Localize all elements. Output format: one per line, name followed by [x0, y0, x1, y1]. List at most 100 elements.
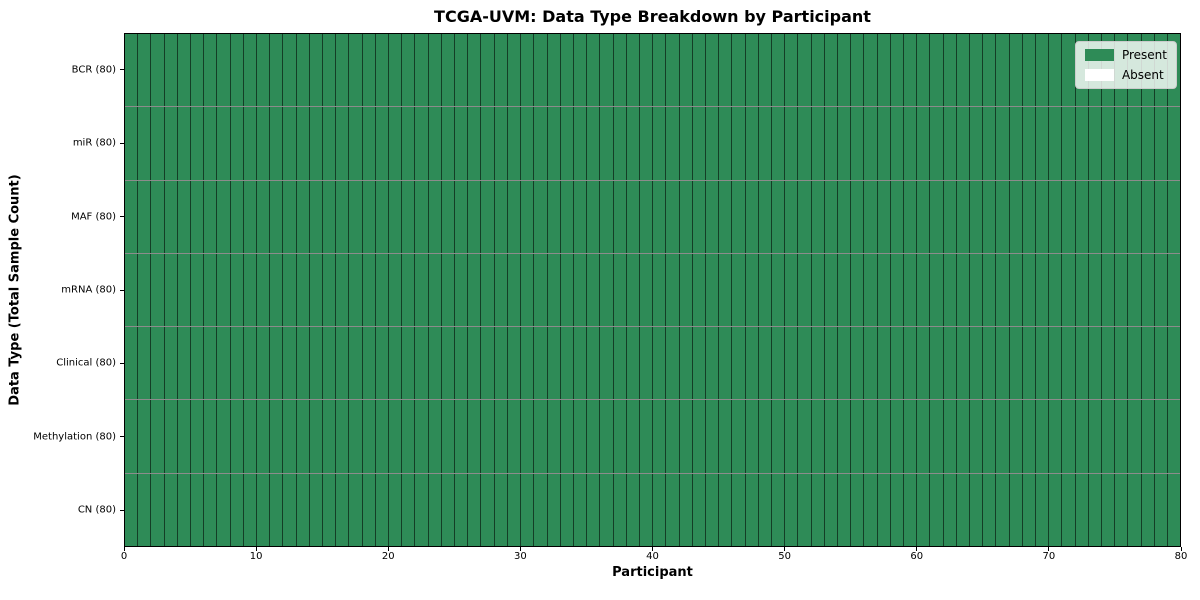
heatmap-cell [270, 180, 284, 253]
heatmap-cell [468, 107, 482, 180]
heatmap-cell [653, 327, 667, 400]
heatmap-cell [600, 473, 614, 546]
heatmap-cell [283, 473, 297, 546]
heatmap-cell [1141, 400, 1155, 473]
heatmap-cell [560, 180, 574, 253]
heatmap-cell [903, 327, 918, 400]
heatmap-cell [1062, 107, 1076, 180]
heatmap-cell [547, 253, 561, 327]
heatmap-cell [785, 253, 799, 327]
heatmap-cell [309, 400, 324, 473]
heatmap-cell [428, 253, 442, 327]
heatmap-cell [283, 180, 297, 253]
heatmap-cell [1168, 107, 1181, 180]
heatmap-cell [296, 253, 310, 327]
heatmap-cell [653, 253, 667, 327]
heatmap-cell [943, 34, 957, 107]
heatmap-cell [970, 107, 984, 180]
heatmap-cell [864, 107, 878, 180]
heatmap-cell [666, 473, 680, 546]
heatmap-cell [494, 107, 508, 180]
heatmap-cell [125, 473, 139, 546]
heatmap-cell [732, 400, 746, 473]
heatmap-cell [257, 34, 271, 107]
heatmap-cell [970, 34, 984, 107]
heatmap-cell [930, 327, 944, 400]
heatmap-cell [204, 107, 218, 180]
heatmap-cell [705, 253, 720, 327]
heatmap-cell [507, 400, 522, 473]
y-tick-mark [120, 509, 124, 511]
y-tick-label: MAF (80) [71, 211, 116, 223]
heatmap-cell [177, 253, 192, 327]
heatmap-cell [1141, 327, 1155, 400]
heatmap-cell [362, 327, 376, 400]
heatmap-cell [851, 180, 865, 253]
heatmap-cell [323, 400, 337, 473]
heatmap-cell [956, 107, 970, 180]
heatmap-cell [191, 107, 205, 180]
heatmap-cell [573, 327, 588, 400]
heatmap-cell [164, 180, 178, 253]
heatmap-cell [415, 473, 429, 546]
heatmap-cell [441, 180, 456, 253]
heatmap-cell [1009, 34, 1023, 107]
heatmap-cell [837, 473, 852, 546]
heatmap-cell [758, 327, 772, 400]
heatmap-cell [837, 180, 852, 253]
heatmap-cell [125, 327, 139, 400]
heatmap-cell [837, 107, 852, 180]
heatmap-cell [666, 107, 680, 180]
heatmap-cell [217, 34, 231, 107]
heatmap-cell [705, 400, 720, 473]
heatmap-cell [1075, 473, 1089, 546]
heatmap-cell [375, 253, 390, 327]
heatmap-cell [587, 107, 601, 180]
heatmap-cell [389, 473, 403, 546]
x-tick-mark [123, 547, 125, 551]
heatmap-cell [283, 327, 297, 400]
heatmap-cell [547, 34, 561, 107]
heatmap-cell [138, 253, 152, 327]
heatmap-cell [534, 34, 548, 107]
heatmap-cell [455, 400, 469, 473]
heatmap-cell [441, 473, 456, 546]
heatmap-cell [692, 107, 706, 180]
x-tick-mark [255, 547, 257, 551]
heatmap-cell [771, 180, 786, 253]
heatmap-cell [758, 400, 772, 473]
heatmap-cell [798, 107, 812, 180]
heatmap-cell [428, 34, 442, 107]
heatmap-cell [455, 180, 469, 253]
heatmap-cell [679, 34, 693, 107]
heatmap-cell [349, 473, 363, 546]
heatmap-cell [257, 400, 271, 473]
heatmap-cell [428, 473, 442, 546]
heatmap-cell [230, 34, 244, 107]
x-tick-mark [1180, 547, 1182, 551]
heatmap-cell [560, 473, 574, 546]
heatmap-cell [824, 107, 838, 180]
heatmap-cell [428, 327, 442, 400]
heatmap-cell [1049, 107, 1063, 180]
heatmap-cell [745, 180, 759, 253]
heatmap-cell [587, 400, 601, 473]
heatmap-cell [705, 34, 720, 107]
y-tick-label: CN (80) [77, 504, 116, 516]
heatmap-cell [481, 107, 495, 180]
heatmap-cell [362, 107, 376, 180]
heatmap-row-CN [125, 473, 1181, 546]
heatmap-cell [600, 180, 614, 253]
heatmap-cell [639, 180, 654, 253]
heatmap-cell [323, 180, 337, 253]
heatmap-cell [798, 400, 812, 473]
heatmap-cell [375, 327, 390, 400]
heatmap-cell [1022, 253, 1037, 327]
heatmap-cell [877, 473, 891, 546]
heatmap-cell [970, 473, 984, 546]
heatmap-cell [917, 107, 931, 180]
heatmap-cell [560, 400, 574, 473]
heatmap-cell [639, 400, 654, 473]
heatmap-cell [824, 400, 838, 473]
heatmap-cell [771, 473, 786, 546]
